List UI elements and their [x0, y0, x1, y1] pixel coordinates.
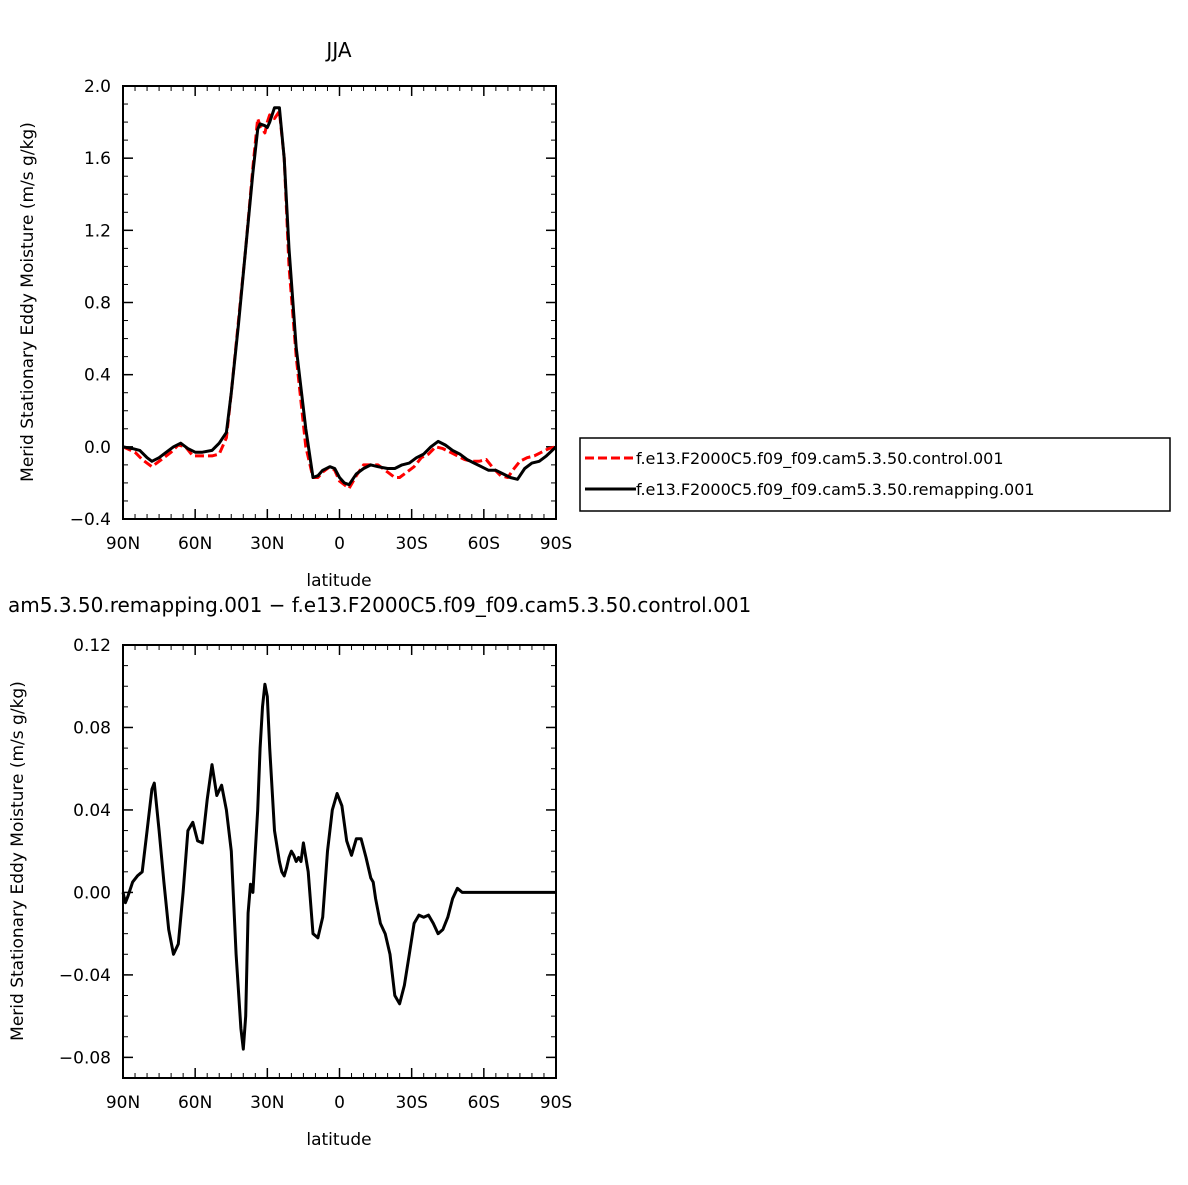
legend: f.e13.F2000C5.f09_f09.cam5.3.50.control.… [579, 437, 1171, 512]
x-tick-label: 60N [178, 1093, 212, 1113]
x-axis-label-difference: latitude [306, 1130, 371, 1150]
plot-area: 90N 60N 30N 0 30S 60S 90S −0.4 0.0 0.4 0.8 1.2 1.6 2.… [70, 77, 573, 554]
y-tick-label: −0.08 [59, 1048, 111, 1068]
plot-frame [122, 85, 557, 520]
chart-title-difference: am5.3.50.remapping.001 − f.e13.F2000C5.f… [8, 593, 751, 617]
y-tick-label: 1.2 [84, 221, 111, 241]
x-tick-label: 0 [334, 1093, 345, 1113]
x-tick-label: 60S [468, 1093, 500, 1113]
y-tick-label: 0.4 [84, 366, 111, 386]
y-axis-label-difference: Merid Stationary Eddy Moisture (m/s g/kg… [8, 681, 28, 1041]
x-axis-label: latitude [306, 571, 371, 591]
y-tick-label: 0.08 [73, 718, 111, 738]
y-tick-label: −0.04 [59, 966, 111, 986]
x-tick-label: 30N [250, 1093, 284, 1113]
x-tick-label: 0 [334, 534, 345, 554]
x-tick-label: 90S [540, 1093, 572, 1113]
legend-entry-control: f.e13.F2000C5.f09_f09.cam5.3.50.control.… [636, 449, 1004, 469]
panel-top: JJA 90N 60N 30N 0 30S 60S 90S −0.4 0.0 0.4 0.8 1.2 1… [18, 38, 1171, 591]
y-tick-label: 2.0 [84, 77, 111, 97]
x-tick-label: 30N [250, 534, 284, 554]
y-tick-label: −0.4 [70, 510, 111, 530]
y-axis-label: Merid Stationary Eddy Moisture (m/s g/kg… [18, 122, 38, 482]
x-tick-label: 90N [106, 1093, 140, 1113]
series-line-0 [122, 109, 557, 490]
chart-title: JJA [324, 38, 351, 62]
x-tick-label: 90N [106, 534, 140, 554]
x-tick-label: 90S [540, 534, 572, 554]
y-tick-label: 0.8 [84, 294, 111, 314]
y-tick-label: 0.00 [73, 883, 111, 903]
x-tick-label: 60N [178, 534, 212, 554]
y-tick-label: 0.0 [84, 438, 111, 458]
x-tick-label: 60S [468, 534, 500, 554]
y-tick-label: 0.12 [73, 636, 111, 656]
y-tick-label: 1.6 [84, 149, 111, 169]
legend-entry-remapping: f.e13.F2000C5.f09_f09.cam5.3.50.remappin… [636, 480, 1035, 500]
y-tick-label: 0.04 [73, 801, 111, 821]
panel-bottom: am5.3.50.remapping.001 − f.e13.F2000C5.f… [8, 593, 751, 1150]
plot-frame-difference [122, 644, 557, 1079]
legend-box [579, 437, 1171, 512]
series-line-1 [122, 106, 558, 487]
plot-area-difference: 90N 60N 30N 0 30S 60S 90S −0.08 −0.04 0.00 0.04 0.0… [59, 636, 572, 1113]
series-line-0 [121, 682, 556, 1051]
x-tick-label: 30S [395, 534, 427, 554]
x-tick-label: 30S [395, 1093, 427, 1113]
